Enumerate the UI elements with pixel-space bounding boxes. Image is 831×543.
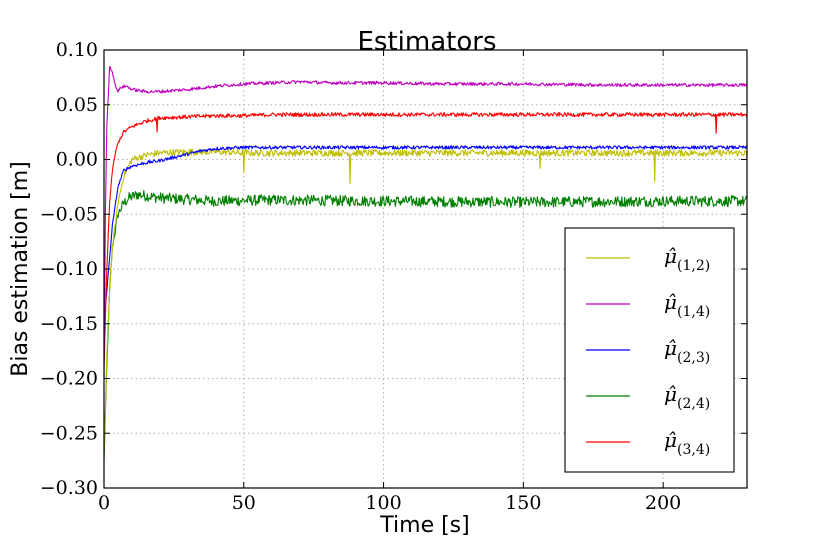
x-axis-label: Time [s] [379, 513, 469, 538]
legend-entry: μ̂(3,4) [586, 428, 710, 458]
legend: μ̂(1,2) μ̂(1,4) μ̂(2,3) μ̂(2,4) μ̂(3,4) [564, 227, 735, 473]
chart-title: Estimators [358, 27, 497, 57]
legend-entry: μ̂(2,4) [586, 382, 710, 412]
legend-entry: μ̂(1,4) [586, 290, 710, 320]
y-tick-label: 0.10 [56, 39, 98, 61]
y-tick-label: 0.05 [56, 94, 98, 116]
legend-label: μ̂(1,2) [664, 244, 710, 274]
x-tick-label: 0 [98, 492, 110, 514]
x-tick-label: 50 [232, 492, 256, 514]
x-tick-label: 150 [505, 492, 541, 514]
ticks: 0 50 100 150 200 0.10 0.05 0.00 −0.05 −0.10 −0.15 −… [40, 39, 747, 514]
x-tick-label: 100 [365, 492, 401, 514]
y-tick-label: −0.10 [40, 258, 98, 280]
series-line-2-3 [104, 145, 747, 324]
legend-label: μ̂(2,4) [664, 382, 710, 412]
series-layer [104, 66, 747, 460]
y-tick-label: −0.05 [40, 203, 98, 225]
y-tick-label: −0.15 [40, 313, 98, 335]
series-line-2-4 [104, 190, 747, 460]
y-tick-label: −0.30 [40, 477, 98, 499]
legend-label: μ̂(1,4) [664, 290, 710, 320]
series-line-3-4 [104, 112, 747, 367]
x-tick-label: 200 [645, 492, 681, 514]
y-tick-label: −0.20 [40, 368, 98, 390]
legend-label: μ̂(3,4) [664, 428, 710, 458]
y-tick-label: −0.25 [40, 422, 98, 444]
y-axis-label: Bias estimation [m] [8, 161, 33, 377]
legend-entry: μ̂(2,3) [586, 336, 710, 366]
legend-entry: μ̂(1,2) [586, 244, 710, 274]
series-line-1-4 [104, 66, 747, 379]
y-tick-label: 0.00 [56, 149, 98, 171]
legend-label: μ̂(2,3) [664, 336, 710, 366]
